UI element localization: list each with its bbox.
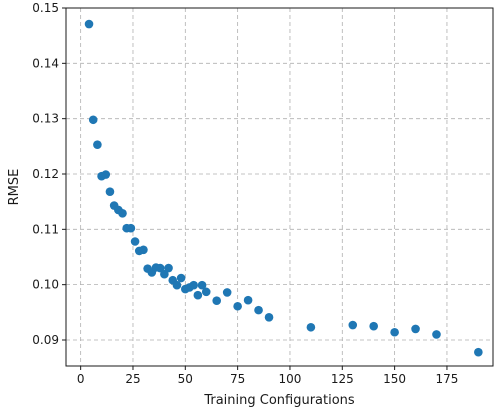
grid (66, 7, 493, 366)
data-point (390, 327, 399, 337)
data-point (222, 288, 232, 297)
data-point (432, 330, 441, 339)
plot-frame (65, 7, 494, 367)
data-point (474, 347, 483, 357)
data-point (306, 322, 316, 332)
data-point (155, 263, 165, 273)
x-tick-label: 100 (279, 372, 302, 386)
x-tick-label: 25 (125, 372, 140, 386)
data-point (348, 320, 358, 330)
data-point (126, 223, 136, 233)
x-tick-label: 125 (331, 372, 354, 386)
y-tick-label: 0.15 (32, 1, 59, 15)
x-tick-label: 0 (77, 372, 85, 386)
x-axis-label: Training Configurations (203, 393, 355, 408)
axis-ticks: 0 25 50 75 100 125 150 175 0.09 0.10 0.11 0.12 0.13 0… (32, 1, 458, 386)
data-point (201, 287, 211, 297)
x-tick-label: 50 (178, 372, 193, 386)
data-point (105, 187, 115, 197)
y-axis-label: RMSE (7, 169, 22, 206)
data-point (193, 290, 203, 300)
data-point (189, 280, 198, 290)
data-point (160, 269, 169, 279)
data-point (101, 170, 111, 179)
data-point (118, 208, 127, 218)
y-tick-label: 0.10 (32, 278, 59, 292)
data-point (164, 263, 173, 273)
y-tick-label: 0.13 (32, 112, 59, 126)
y-tick-label: 0.12 (32, 167, 59, 181)
y-tick-label: 0.09 (32, 333, 59, 347)
data-point (212, 296, 222, 306)
data-points (84, 19, 483, 357)
data-point (139, 245, 148, 255)
data-point (88, 115, 98, 125)
data-point (411, 324, 420, 334)
data-point (243, 295, 253, 305)
y-tick-label: 0.11 (32, 222, 59, 236)
y-tick-label: 0.14 (32, 56, 59, 70)
data-point (84, 19, 94, 29)
x-tick-label: 150 (383, 372, 406, 386)
data-point (369, 321, 378, 331)
data-point (176, 273, 186, 283)
data-point (254, 305, 263, 315)
data-point (197, 280, 207, 290)
x-tick-label: 75 (230, 372, 245, 386)
data-point (264, 313, 274, 322)
data-point (130, 237, 140, 246)
x-tick-label: 175 (435, 372, 458, 386)
data-point (233, 301, 242, 311)
data-point (172, 280, 182, 290)
data-point (93, 140, 102, 149)
